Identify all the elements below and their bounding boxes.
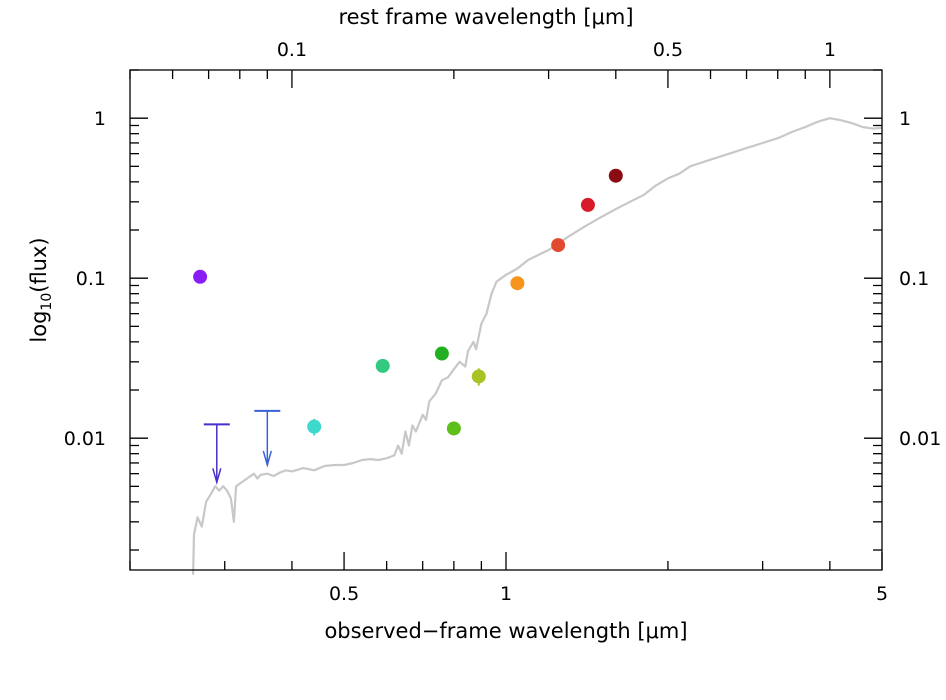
sed-curve-layer — [192, 117, 883, 575]
data-points-layer — [193, 168, 623, 486]
x-axis-title: observed−frame wavelength [μm] — [324, 619, 687, 643]
x2-tick-label-0.1: 0.1 — [277, 39, 307, 61]
data-point-1 — [307, 419, 322, 434]
y-tick-label-left-1: 1 — [94, 108, 106, 130]
data-point-6 — [510, 276, 525, 291]
y-axis-title-post: (flux) — [27, 237, 51, 292]
y-tick-label-right-0.1: 0.1 — [899, 268, 929, 290]
axis-ticks-layer — [129, 69, 883, 570]
data-point-4 — [446, 421, 461, 436]
data-point-3 — [434, 346, 449, 361]
x-tick-label-1: 1 — [500, 583, 512, 605]
x-tick-label-5: 5 — [876, 583, 888, 605]
y-tick-label-left-0.1: 0.1 — [76, 268, 106, 290]
y-axis-title-pre: log — [27, 311, 51, 343]
data-point-5 — [471, 369, 486, 384]
data-point-0 — [193, 269, 208, 284]
x2-tick-label-1: 1 — [824, 39, 836, 61]
y-tick-label-right-0.01: 0.01 — [899, 428, 941, 450]
plot-frame — [129, 69, 883, 571]
x2-tick-label-0.5: 0.5 — [653, 39, 683, 61]
x2-axis-title: rest frame wavelength [μm] — [338, 5, 633, 29]
y-tick-label-right-1: 1 — [899, 108, 911, 130]
y-tick-label-left-0.01: 0.01 — [64, 428, 106, 450]
y-axis-title-sub: 10 — [39, 293, 55, 311]
data-point-8 — [580, 197, 595, 212]
data-point-2 — [375, 358, 390, 373]
x-tick-label-0.5: 0.5 — [329, 583, 359, 605]
y-axis-title: log10(flux) — [27, 237, 55, 342]
data-point-9 — [608, 168, 623, 183]
upper-limit-arrow-1 — [262, 450, 273, 468]
sed-model-curve — [192, 117, 883, 575]
data-point-7 — [551, 238, 566, 253]
upper-limit-arrow-0 — [212, 468, 222, 486]
tick-labels-layer: 0.5 1 5 0.1 0.5 1 0.01 0.01 0.1 0.1 1 1 — [64, 39, 942, 605]
